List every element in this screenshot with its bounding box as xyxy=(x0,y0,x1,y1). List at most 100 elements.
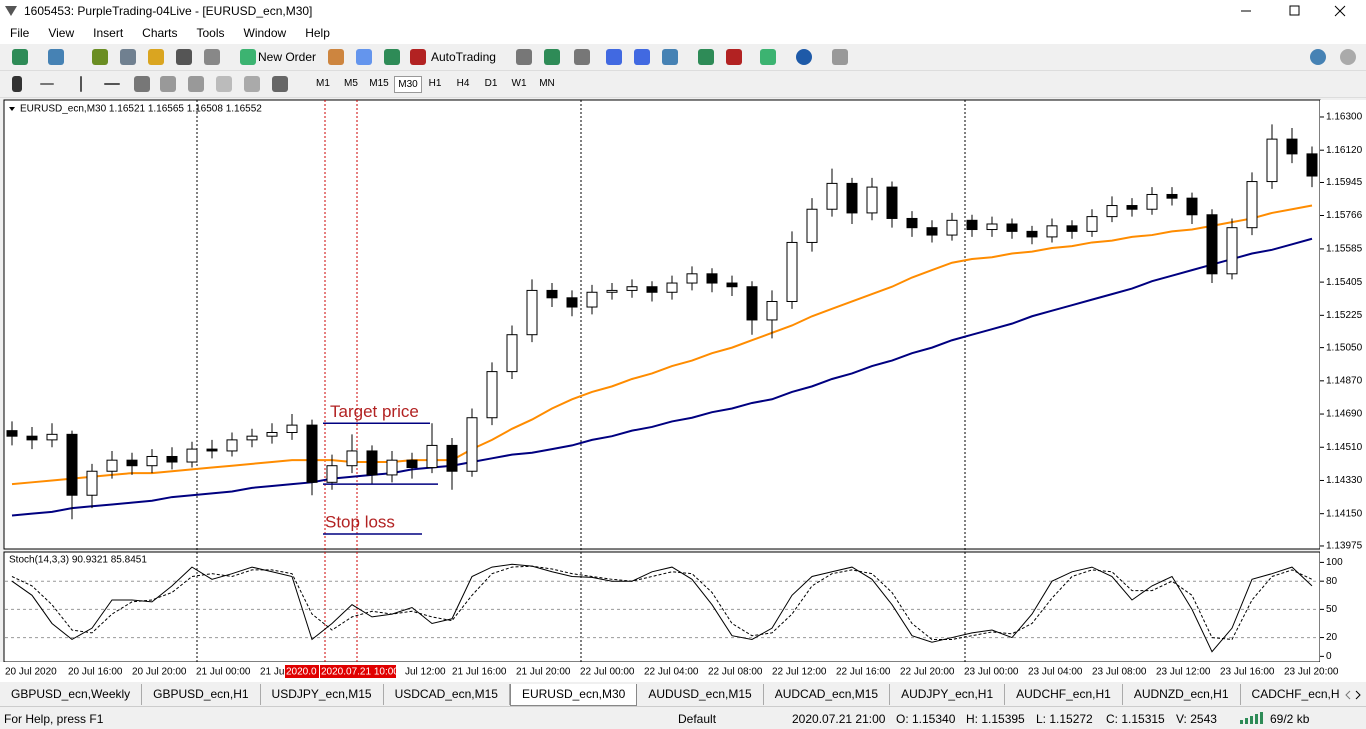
candle-body xyxy=(346,450,358,467)
y-tick-label: 50 xyxy=(1326,604,1338,615)
toolbar-button[interactable]: New Order xyxy=(258,50,317,64)
x-tick-label: 23 Jul 12:00 xyxy=(1156,667,1211,678)
chart-tab[interactable]: GBPUSD_ecn,H1 xyxy=(142,684,261,705)
chart-tab[interactable]: USDCAD_ecn,M15 xyxy=(384,684,510,705)
price-pane xyxy=(3,99,1321,550)
window-controls[interactable] xyxy=(1230,4,1360,18)
timeframe-button[interactable]: M15 xyxy=(369,78,389,89)
candle-body xyxy=(146,455,158,467)
y-tick-label: 1.14690 xyxy=(1326,409,1363,420)
menu-item[interactable]: Window xyxy=(243,26,287,40)
candle-body xyxy=(1186,197,1198,216)
x-tick-label: 23 Jul 08:00 xyxy=(1092,667,1147,678)
candle-body xyxy=(746,286,758,321)
tab-scroll[interactable] xyxy=(1342,688,1364,702)
timeframe-button[interactable]: M1 xyxy=(316,78,330,89)
candle-body xyxy=(766,300,778,321)
candle-body xyxy=(1126,205,1138,210)
candle-body xyxy=(446,444,458,472)
x-tick-label: 23 Jul 16:00 xyxy=(1220,667,1275,678)
x-tick-label: 23 Jul 20:00 xyxy=(1284,667,1339,678)
candle-body xyxy=(246,435,258,441)
menu-item[interactable]: File xyxy=(10,26,30,40)
candle-body xyxy=(466,417,478,472)
chart-tab[interactable]: USDJPY_ecn,M15 xyxy=(261,684,384,705)
candle-body xyxy=(906,217,918,229)
app-icon xyxy=(5,6,17,16)
menu-item[interactable]: Charts xyxy=(142,26,178,40)
y-tick-label: 1.15585 xyxy=(1326,244,1363,255)
candle-body xyxy=(886,186,898,219)
menu-item[interactable]: View xyxy=(48,26,75,40)
timeframe-button[interactable]: W1 xyxy=(511,78,527,89)
x-tick-label: 20 Jul 2020 xyxy=(5,667,57,678)
menu-item[interactable]: Tools xyxy=(196,26,225,40)
chart-tab[interactable]: EURUSD_ecn,M30 xyxy=(509,684,638,706)
candle-body xyxy=(626,286,638,291)
time-label-highlight xyxy=(285,665,319,678)
stochastic-pane xyxy=(3,551,1321,663)
candle-body xyxy=(226,439,238,452)
candle-body xyxy=(926,227,938,236)
timeframe-button[interactable]: D1 xyxy=(484,78,498,89)
candle-body xyxy=(726,282,738,288)
menu-bar: File View Insert Charts Tools Window Help xyxy=(0,22,1366,44)
candle-body xyxy=(566,297,578,308)
chart-tab[interactable]: AUDNZD_ecn,H1 xyxy=(1123,684,1241,705)
candle-body xyxy=(386,459,398,476)
candle-body xyxy=(86,470,98,496)
candle-body xyxy=(1246,181,1258,229)
chart-tab[interactable]: AUDCHF_ecn,H1 xyxy=(1005,684,1123,705)
chart-tabs: GBPUSD_ecn,Weekly GBPUSD_ecn,H1 USDJPY_ecn… xyxy=(0,684,1340,706)
chart-window: EURUSD_ecn,M30 1.16521 1.16565 1.16508 1… xyxy=(0,99,1366,682)
candle-body xyxy=(846,182,858,214)
y-tick-label: 1.15225 xyxy=(1326,310,1363,321)
x-tick-label: 22 Jul 00:00 xyxy=(580,667,635,678)
candle-body xyxy=(546,289,558,299)
candle-body xyxy=(306,424,318,483)
timeframe-button[interactable]: H4 xyxy=(456,78,470,89)
toolbar-button[interactable]: AutoTrading xyxy=(431,50,496,64)
y-tick-label: 1.14510 xyxy=(1326,442,1363,453)
chart-tab[interactable]: GBPUSD_ecn,Weekly xyxy=(0,684,143,705)
candle-body xyxy=(126,459,138,467)
candle-body xyxy=(686,273,698,284)
timeframe-button[interactable]: H1 xyxy=(428,78,442,89)
y-tick-label: 1.14870 xyxy=(1326,375,1363,386)
toolbar xyxy=(0,71,1366,98)
candle-body xyxy=(986,223,998,231)
x-tick-label: 21 Jul 00:00 xyxy=(196,667,251,678)
candle-body xyxy=(1046,225,1058,238)
status-close: C: 1.15315 xyxy=(1106,712,1165,726)
candle-body xyxy=(166,455,178,463)
candle-body xyxy=(1106,205,1118,218)
menu-item[interactable]: Help xyxy=(305,26,330,40)
timeframe-button[interactable]: M30 xyxy=(394,76,422,93)
y-tick-label: 80 xyxy=(1326,576,1338,587)
y-tick-label: 1.16300 xyxy=(1326,112,1363,123)
chart-menu-arrow[interactable] xyxy=(9,107,15,111)
y-tick-label: 1.13975 xyxy=(1326,541,1363,552)
chart-tab[interactable]: AUDCAD_ecn,M15 xyxy=(764,684,891,705)
timeframe-button[interactable]: MN xyxy=(539,78,555,89)
x-tick-label: 21 Jul xyxy=(260,667,287,678)
x-tick-label: Jul 12:00 xyxy=(405,667,446,678)
timeframe-button[interactable]: M5 xyxy=(344,78,358,89)
menu-item[interactable]: Insert xyxy=(93,26,124,40)
chart-tab[interactable]: CADCHF_ecn,H1 xyxy=(1241,684,1340,705)
y-tick-label: 1.14150 xyxy=(1326,508,1363,519)
status-bar: For Help, press F1 Default 2020.07.21 21… xyxy=(0,706,1366,729)
candle-body xyxy=(286,424,298,433)
title-bar: 1605453: PurpleTrading-04Live - [EURUSD_… xyxy=(0,0,1366,22)
time-label-highlight xyxy=(320,665,396,678)
candle-body xyxy=(6,430,18,437)
candle-body xyxy=(426,444,438,469)
period-separators xyxy=(196,100,966,662)
chart-tab[interactable]: AUDUSD_ecn,M15 xyxy=(637,684,764,705)
chart-tab[interactable]: AUDJPY_ecn,H1 xyxy=(890,684,1006,705)
price-scale xyxy=(1320,100,1366,662)
x-tick-label: 22 Jul 04:00 xyxy=(644,667,699,678)
y-tick-label: 100 xyxy=(1326,557,1343,568)
x-tick-label: 22 Jul 12:00 xyxy=(772,667,827,678)
